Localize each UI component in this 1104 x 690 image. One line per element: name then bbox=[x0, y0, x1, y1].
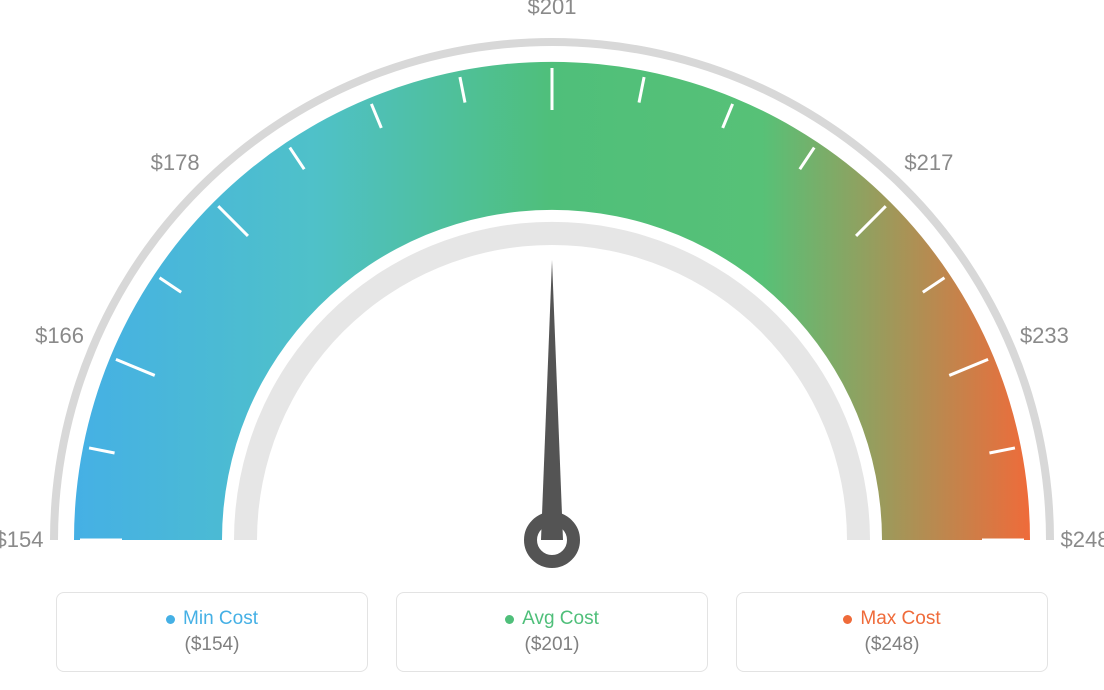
legend-card-avg: Avg Cost ($201) bbox=[396, 592, 708, 672]
gauge-svg bbox=[0, 0, 1104, 580]
scale-label: $178 bbox=[151, 150, 200, 176]
legend-title-min: Min Cost bbox=[166, 608, 258, 630]
legend-label: Avg Cost bbox=[522, 608, 599, 630]
legend-title-avg: Avg Cost bbox=[505, 608, 599, 630]
legend-title-max: Max Cost bbox=[843, 608, 940, 630]
scale-label: $154 bbox=[0, 527, 43, 553]
legend-value: ($248) bbox=[865, 634, 920, 656]
legend-row: Min Cost ($154) Avg Cost ($201) Max Cost ($24… bbox=[0, 592, 1104, 672]
scale-label: $166 bbox=[35, 323, 84, 349]
dot-icon bbox=[843, 615, 852, 624]
dot-icon bbox=[505, 615, 514, 624]
legend-card-max: Max Cost ($248) bbox=[736, 592, 1048, 672]
legend-label: Min Cost bbox=[183, 608, 258, 630]
legend-label: Max Cost bbox=[860, 608, 940, 630]
legend-value: ($154) bbox=[185, 634, 240, 656]
needle bbox=[541, 260, 563, 540]
legend-card-min: Min Cost ($154) bbox=[56, 592, 368, 672]
scale-label: $248 bbox=[1061, 527, 1104, 553]
legend-value: ($201) bbox=[525, 634, 580, 656]
cost-gauge-chart: $154 $166 $178 $201 $217 $233 $248 Min Cost ($1… bbox=[0, 0, 1104, 690]
scale-label: $217 bbox=[904, 150, 953, 176]
dot-icon bbox=[166, 615, 175, 624]
gauge-body: $154 $166 $178 $201 $217 $233 $248 bbox=[0, 0, 1104, 580]
scale-label: $233 bbox=[1020, 323, 1069, 349]
scale-label: $201 bbox=[528, 0, 577, 20]
